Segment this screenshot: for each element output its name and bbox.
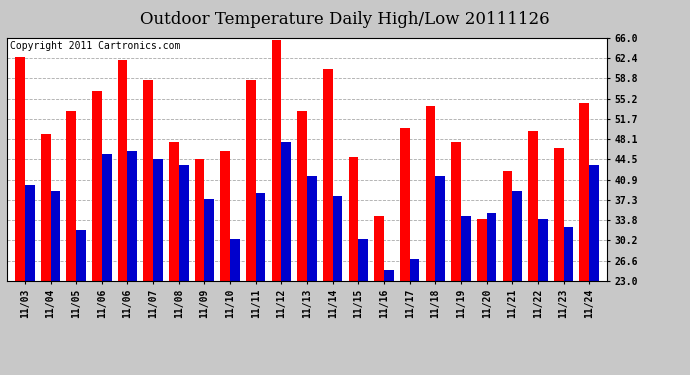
Bar <box>461 216 471 375</box>
Bar <box>426 105 435 375</box>
Bar <box>333 196 342 375</box>
Bar <box>477 219 486 375</box>
Bar <box>451 142 461 375</box>
Bar <box>348 156 358 375</box>
Bar <box>25 185 34 375</box>
Bar <box>246 80 256 375</box>
Bar <box>282 142 291 375</box>
Bar <box>118 60 128 375</box>
Bar <box>554 148 564 375</box>
Bar <box>374 216 384 375</box>
Bar <box>66 111 76 375</box>
Bar <box>220 151 230 375</box>
Bar <box>358 239 368 375</box>
Bar <box>272 40 282 375</box>
Bar <box>528 131 538 375</box>
Bar <box>297 111 307 375</box>
Bar <box>410 259 420 375</box>
Bar <box>384 270 394 375</box>
Bar <box>102 154 112 375</box>
Bar <box>92 92 102 375</box>
Bar <box>435 176 445 375</box>
Bar <box>307 176 317 375</box>
Bar <box>512 190 522 375</box>
Bar <box>502 171 512 375</box>
Bar <box>486 213 496 375</box>
Bar <box>169 142 179 375</box>
Bar <box>204 199 214 375</box>
Bar <box>76 230 86 375</box>
Bar <box>41 134 50 375</box>
Bar <box>179 165 188 375</box>
Bar <box>564 227 573 375</box>
Bar <box>323 69 333 375</box>
Bar <box>15 57 25 375</box>
Bar <box>153 159 163 375</box>
Bar <box>230 239 240 375</box>
Text: Copyright 2011 Cartronics.com: Copyright 2011 Cartronics.com <box>10 41 180 51</box>
Bar <box>128 151 137 375</box>
Bar <box>580 103 589 375</box>
Bar <box>400 128 410 375</box>
Text: Outdoor Temperature Daily High/Low 20111126: Outdoor Temperature Daily High/Low 20111… <box>140 11 550 28</box>
Bar <box>538 219 548 375</box>
Bar <box>50 190 60 375</box>
Bar <box>144 80 153 375</box>
Bar <box>256 194 266 375</box>
Bar <box>195 159 204 375</box>
Bar <box>589 165 599 375</box>
